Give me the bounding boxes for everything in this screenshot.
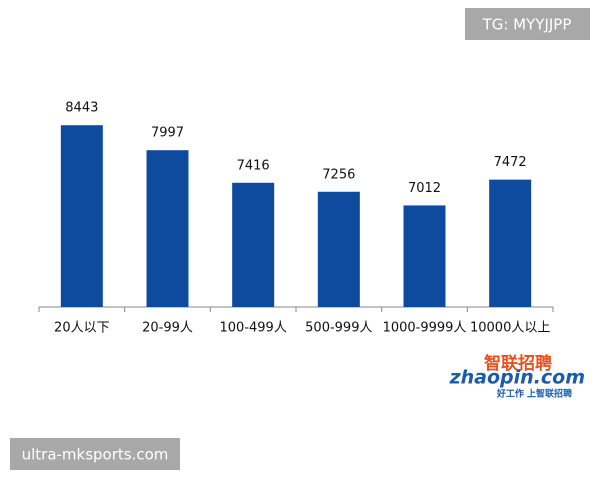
watermark-box — [465, 8, 590, 40]
watermark-box — [10, 438, 180, 470]
value-label: 7416 — [237, 158, 270, 173]
value-label: 7997 — [151, 126, 184, 141]
value-label: 7012 — [408, 181, 441, 196]
logo-site: zhaopin.com — [449, 367, 585, 389]
watermark: TG: MYYJJPP — [482, 16, 572, 34]
logo-slogan: 好工作 上智联招聘 — [496, 388, 572, 400]
value-label: 8443 — [65, 101, 98, 116]
bar — [232, 182, 275, 307]
x-tick-label: 1000-9999人 — [383, 321, 467, 336]
bar — [60, 125, 103, 307]
x-tick-label: 100-499人 — [220, 321, 287, 336]
x-tick-label: 10000人以上 — [470, 321, 550, 336]
x-tick-label: 20人以下 — [54, 321, 110, 336]
x-tick-label: 20-99人 — [142, 321, 193, 336]
bar — [403, 205, 446, 307]
bar — [146, 150, 189, 307]
bar — [489, 179, 532, 307]
value-label: 7472 — [494, 155, 527, 170]
logo-brand: 智联招聘 — [484, 353, 552, 374]
x-tick-label: 500-999人 — [305, 321, 372, 336]
watermark: ultra-mksports.com — [22, 446, 169, 464]
bar — [317, 191, 360, 307]
value-label: 7256 — [322, 167, 355, 182]
